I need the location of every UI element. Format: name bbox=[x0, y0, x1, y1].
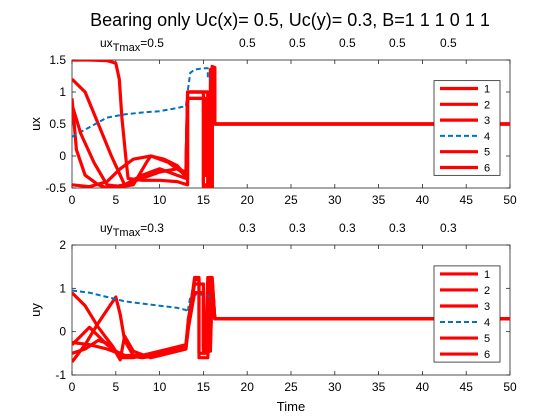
annotation-value: 0.5 bbox=[239, 36, 256, 50]
y-tick-label: 0 bbox=[59, 149, 66, 163]
annotation-value: 0.5 bbox=[289, 36, 306, 50]
legend-label: 6 bbox=[484, 162, 490, 174]
y-tick-label: 1 bbox=[59, 281, 66, 295]
y-tick-label: -0.5 bbox=[45, 181, 66, 195]
x-tick-label: 40 bbox=[416, 193, 430, 207]
series-line-5 bbox=[72, 66, 510, 188]
x-tick-label: 45 bbox=[460, 193, 474, 207]
x-tick-label: 50 bbox=[503, 380, 517, 394]
y-tick-label: 2 bbox=[59, 238, 66, 252]
x-tick-label: 50 bbox=[503, 193, 517, 207]
annotation-value: =0.3 bbox=[140, 221, 164, 235]
legend-label: 4 bbox=[484, 317, 490, 329]
y-axis-label: ux bbox=[28, 117, 43, 131]
x-axis-label: Time bbox=[277, 399, 305, 414]
x-tick-label: 10 bbox=[153, 380, 167, 394]
annotation-value: 0.3 bbox=[339, 221, 356, 235]
annotation-value: 0.3 bbox=[440, 221, 457, 235]
legend-label: 5 bbox=[484, 333, 490, 345]
annotation-prefix: uy bbox=[100, 221, 113, 235]
annotation-subscript: Tmax bbox=[113, 227, 141, 239]
annotation-value: 0.3 bbox=[389, 221, 406, 235]
x-tick-label: 35 bbox=[372, 193, 386, 207]
series-layer bbox=[72, 275, 510, 363]
series-line-6 bbox=[72, 286, 510, 362]
legend-label: 3 bbox=[484, 301, 490, 313]
legend-label: 1 bbox=[484, 84, 490, 96]
x-tick-label: 30 bbox=[328, 193, 342, 207]
y-axis-label: uy bbox=[28, 303, 43, 317]
x-tick-label: 15 bbox=[197, 193, 211, 207]
series-layer bbox=[72, 60, 510, 188]
legend-label: 6 bbox=[484, 349, 490, 361]
subplot-ux: 0 5 10 15 20 25 30 35 40 45 50-0.500.511.5uxuxTmax… bbox=[28, 36, 517, 207]
legend: 1 2 3 4 5 6 bbox=[433, 80, 501, 176]
x-tick-label: 35 bbox=[372, 380, 386, 394]
series-line-6 bbox=[72, 71, 510, 188]
annotation-value: 0.3 bbox=[239, 221, 256, 235]
annotation-value: 0.3 bbox=[289, 221, 306, 235]
subplot-uy: 0 5 10 15 20 25 30 35 40 45 50-1012uyTimeuyTmax=0.… bbox=[28, 221, 517, 414]
x-tick-label: 5 bbox=[112, 380, 119, 394]
legend: 1 2 3 4 5 6 bbox=[433, 265, 501, 363]
annotation-value: 0.5 bbox=[389, 36, 406, 50]
annotation-first: uxTmax=0.5 bbox=[100, 36, 164, 54]
x-tick-label: 10 bbox=[153, 193, 167, 207]
series-line-4 bbox=[72, 289, 510, 320]
annotation-prefix: ux bbox=[100, 36, 113, 50]
x-tick-label: 0 bbox=[69, 380, 76, 394]
x-tick-label: 25 bbox=[284, 380, 298, 394]
annotation-subscript: Tmax bbox=[113, 42, 141, 54]
x-tick-label: 5 bbox=[112, 193, 119, 207]
legend-label: 5 bbox=[484, 147, 490, 159]
x-tick-label: 25 bbox=[284, 193, 298, 207]
legend-label: 1 bbox=[484, 269, 490, 281]
y-tick-label: 0 bbox=[59, 325, 66, 339]
annotation-value: 0.5 bbox=[339, 36, 356, 50]
series-line-3 bbox=[72, 286, 510, 358]
x-tick-label: 45 bbox=[460, 380, 474, 394]
x-tick-label: 20 bbox=[241, 193, 255, 207]
x-tick-label: 30 bbox=[328, 380, 342, 394]
legend-label: 2 bbox=[484, 99, 490, 111]
figure-title: Bearing only Uc(x)= 0.5, Uc(y)= 0.3, B=1… bbox=[90, 10, 490, 30]
legend-label: 2 bbox=[484, 285, 490, 297]
x-tick-label: 20 bbox=[241, 380, 255, 394]
y-tick-label: 1 bbox=[59, 85, 66, 99]
y-tick-label: 1.5 bbox=[49, 53, 66, 67]
x-tick-label: 0 bbox=[69, 193, 76, 207]
legend-box bbox=[433, 265, 501, 363]
legend-label: 4 bbox=[484, 131, 490, 143]
annotation-first: uyTmax=0.3 bbox=[100, 221, 164, 239]
x-tick-label: 40 bbox=[416, 380, 430, 394]
x-tick-label: 15 bbox=[197, 380, 211, 394]
annotation-value: =0.5 bbox=[140, 36, 164, 50]
y-tick-label: 0.5 bbox=[49, 117, 66, 131]
legend-label: 3 bbox=[484, 115, 490, 127]
legend-box bbox=[433, 80, 501, 176]
annotation-value: 0.5 bbox=[440, 36, 457, 50]
plots-layer: 0 5 10 15 20 25 30 35 40 45 50-0.500.511.5uxuxTmax… bbox=[28, 36, 517, 414]
y-tick-label: -1 bbox=[55, 368, 66, 382]
